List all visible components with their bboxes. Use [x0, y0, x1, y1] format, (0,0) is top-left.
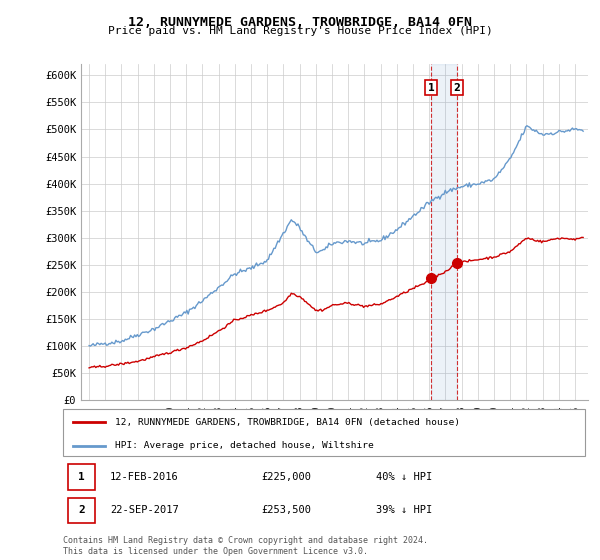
Text: 22-SEP-2017: 22-SEP-2017: [110, 505, 179, 515]
FancyBboxPatch shape: [68, 464, 95, 489]
Text: Price paid vs. HM Land Registry's House Price Index (HPI): Price paid vs. HM Land Registry's House …: [107, 26, 493, 36]
Text: 1: 1: [428, 83, 434, 93]
Bar: [431, 64, 457, 400]
Text: 2: 2: [79, 505, 85, 515]
Text: 40% ↓ HPI: 40% ↓ HPI: [376, 472, 433, 482]
FancyBboxPatch shape: [68, 498, 95, 523]
Text: £225,000: £225,000: [262, 472, 311, 482]
FancyBboxPatch shape: [63, 409, 585, 456]
Text: Contains HM Land Registry data © Crown copyright and database right 2024.
This d: Contains HM Land Registry data © Crown c…: [63, 536, 428, 556]
Text: 12, RUNNYMEDE GARDENS, TROWBRIDGE, BA14 0FN: 12, RUNNYMEDE GARDENS, TROWBRIDGE, BA14 …: [128, 16, 472, 29]
Text: 12, RUNNYMEDE GARDENS, TROWBRIDGE, BA14 0FN (detached house): 12, RUNNYMEDE GARDENS, TROWBRIDGE, BA14 …: [115, 418, 460, 427]
Text: 12-FEB-2016: 12-FEB-2016: [110, 472, 179, 482]
Text: 1: 1: [79, 472, 85, 482]
Text: £253,500: £253,500: [262, 505, 311, 515]
Text: 2: 2: [454, 83, 460, 93]
Text: 39% ↓ HPI: 39% ↓ HPI: [376, 505, 433, 515]
Text: HPI: Average price, detached house, Wiltshire: HPI: Average price, detached house, Wilt…: [115, 441, 374, 450]
